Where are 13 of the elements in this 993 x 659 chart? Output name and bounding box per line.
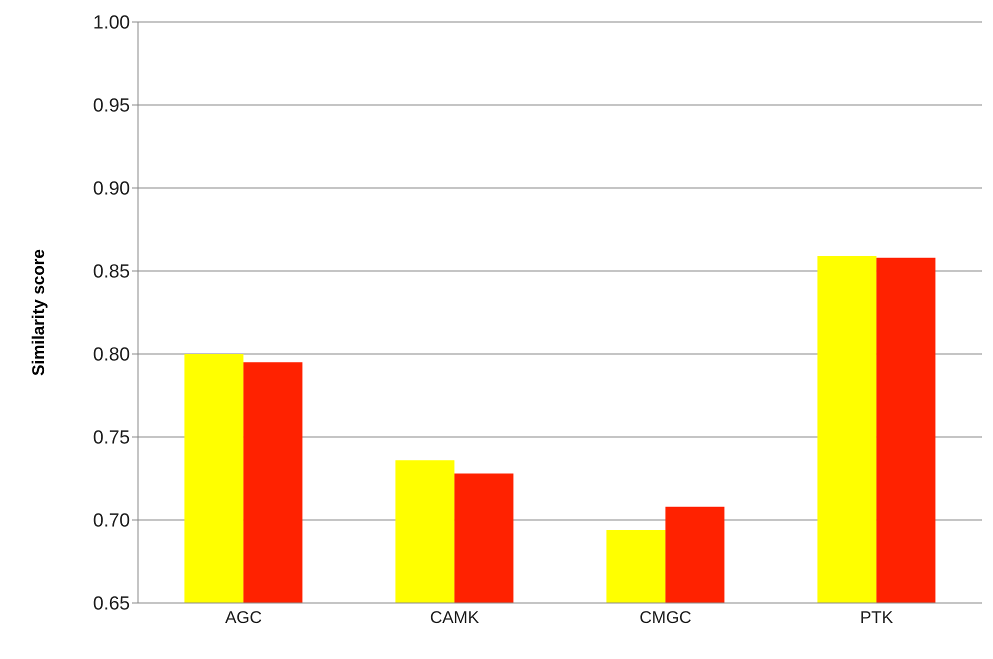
x-tick-label: PTK (860, 608, 894, 628)
y-tick-label: 0.95 (93, 96, 130, 117)
y-tick-label: 0.75 (93, 428, 130, 449)
y-tick-label: 1.00 (93, 12, 130, 34)
y-tick-label: 0.65 (93, 594, 130, 615)
y-tick-label: 0.85 (93, 262, 130, 283)
y-axis-title: Similarity score (29, 249, 48, 376)
y-tick-label: 0.80 (93, 344, 130, 366)
x-tick-label: CAMK (430, 608, 480, 628)
y-tick-label: 0.70 (93, 510, 130, 532)
x-tick-label: CMGC (640, 608, 692, 628)
x-tick-label: AGC (225, 608, 262, 628)
y-tick-label: 0.90 (93, 178, 130, 200)
